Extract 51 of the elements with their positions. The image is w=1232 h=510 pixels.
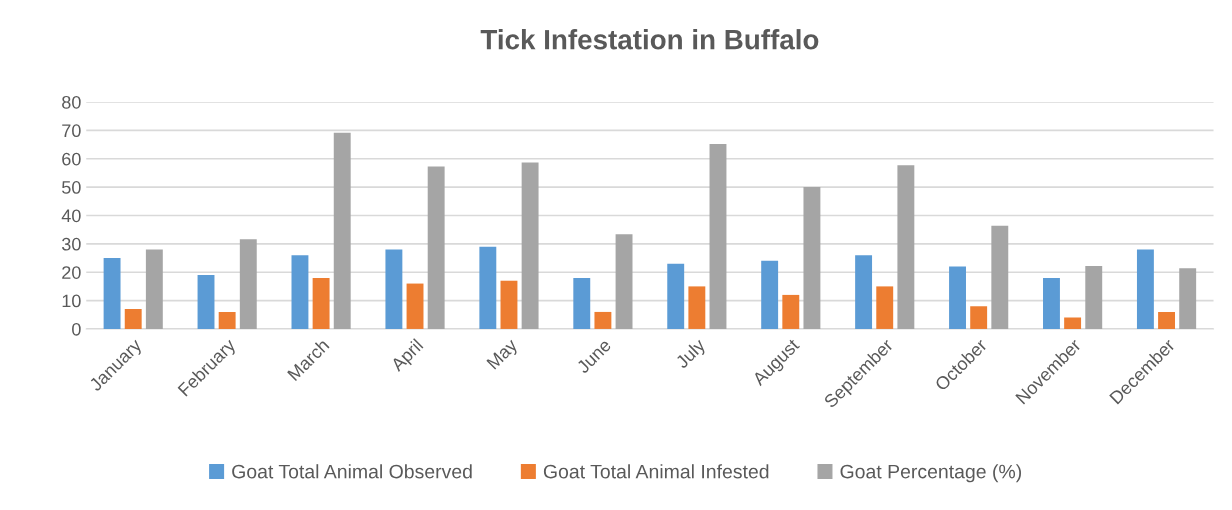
bar bbox=[103, 258, 121, 329]
bar bbox=[897, 165, 915, 329]
bar bbox=[521, 162, 539, 329]
bar bbox=[573, 277, 591, 329]
x-tick-label: July bbox=[674, 337, 709, 372]
x-tick-label: May bbox=[486, 337, 521, 373]
bar bbox=[991, 225, 1009, 329]
bar bbox=[782, 294, 800, 329]
bar bbox=[1158, 311, 1175, 329]
bar bbox=[1085, 265, 1103, 329]
y-tick-label: 50 bbox=[62, 181, 81, 194]
y-tick-label: 0 bbox=[72, 322, 81, 336]
bar bbox=[1136, 249, 1154, 329]
bar bbox=[855, 255, 873, 329]
bar bbox=[594, 311, 612, 329]
y-tick-label: 60 bbox=[62, 152, 81, 166]
bar bbox=[479, 246, 497, 329]
bar bbox=[500, 280, 518, 329]
legend-label: Goat Total Animal Observed bbox=[232, 464, 472, 479]
bar bbox=[197, 275, 215, 329]
bar bbox=[667, 263, 685, 329]
y-tick-label: 30 bbox=[61, 237, 81, 251]
bar bbox=[1064, 317, 1082, 329]
bar bbox=[688, 286, 706, 329]
bar bbox=[1179, 268, 1197, 329]
legend-label: Goat Total Animal Infested bbox=[543, 464, 769, 479]
bar bbox=[709, 143, 727, 329]
bar bbox=[876, 286, 894, 329]
bar bbox=[124, 309, 142, 329]
bar bbox=[803, 187, 821, 329]
chart-title: Tick Infestation in Buffalo bbox=[480, 29, 819, 50]
bar bbox=[761, 260, 779, 329]
y-tick-label: 20 bbox=[62, 266, 81, 279]
bar bbox=[291, 255, 309, 329]
y-tick-label: 70 bbox=[62, 124, 81, 138]
bar bbox=[218, 311, 236, 329]
y-tick-label: 80 bbox=[62, 95, 81, 109]
bar bbox=[385, 249, 403, 329]
y-tick-label: 40 bbox=[61, 209, 81, 223]
y-tick-label: 10 bbox=[62, 294, 81, 308]
bar bbox=[312, 277, 330, 329]
bar bbox=[615, 234, 633, 329]
bar bbox=[333, 132, 351, 329]
bar bbox=[970, 306, 988, 329]
bar bbox=[427, 166, 445, 329]
bar bbox=[239, 239, 257, 329]
bar bbox=[1043, 277, 1060, 329]
bar bbox=[145, 249, 163, 329]
bar bbox=[406, 283, 424, 329]
bar bbox=[949, 266, 966, 329]
legend-label: Goat Percentage (%) bbox=[840, 464, 1021, 483]
